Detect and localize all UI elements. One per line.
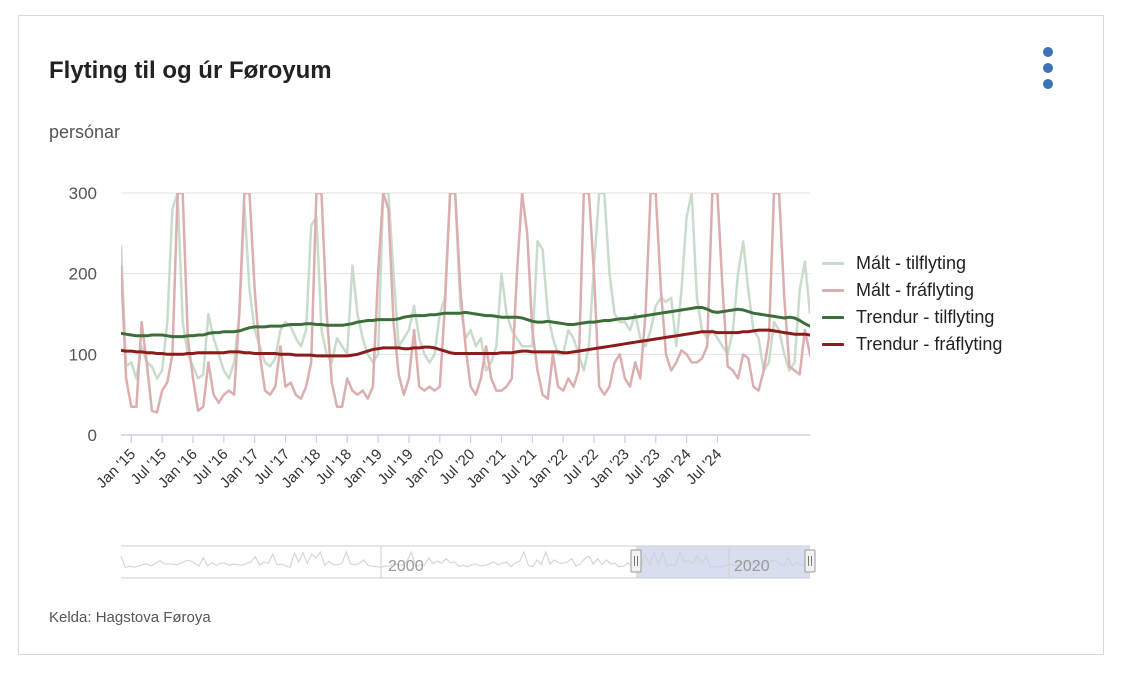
x-tick-label: Jul '24 <box>683 446 725 488</box>
series-trendur-tilflyting[interactable] <box>121 306 892 342</box>
legend-label: Trendur - tilflyting <box>856 307 995 327</box>
legend-label: Trendur - fráflyting <box>856 334 1003 354</box>
drag-handle-icon[interactable] <box>630 549 642 573</box>
legend-item[interactable]: Trendur - fráflyting <box>822 331 1002 358</box>
x-tick-label: Jan '15 <box>93 446 139 492</box>
legend-item[interactable]: Trendur - tilflyting <box>822 304 1002 331</box>
drag-handle-icon[interactable] <box>804 549 816 573</box>
y-axis-label: persónar <box>49 122 121 142</box>
navigator-selection[interactable] <box>636 546 810 578</box>
legend-item[interactable]: Mált - tilflyting <box>822 250 1002 277</box>
legend-swatch <box>822 343 844 346</box>
menu-dot <box>1043 47 1053 57</box>
legend-swatch <box>822 316 844 319</box>
y-tick-label: 200 <box>69 265 97 284</box>
y-axis: 0 100 200 300 <box>69 184 97 445</box>
legend-label: Mált - tilflyting <box>856 253 967 273</box>
legend-item[interactable]: Mált - fráflyting <box>822 277 1002 304</box>
series-malt-fraflyting[interactable] <box>121 193 841 414</box>
menu-dot <box>1043 63 1053 73</box>
navigator-year-label: 2000 <box>388 558 424 575</box>
series-trendur-fraflyting[interactable] <box>121 328 872 358</box>
legend: Mált - tilflyting Mált - fráflyting Trendu… <box>822 250 1002 358</box>
legend-label: Mált - fráflyting <box>856 280 975 300</box>
y-tick-label: 0 <box>88 426 97 445</box>
y-tick-label: 300 <box>69 184 97 203</box>
legend-swatch <box>822 289 844 292</box>
range-navigator[interactable]: 2000 2020 <box>120 545 816 579</box>
chart-title: Flyting til og úr Føroyum <box>49 57 332 84</box>
series-layer <box>121 193 892 414</box>
legend-swatch <box>822 262 844 265</box>
y-tick-label: 100 <box>69 345 97 364</box>
navigator-year-label: 2020 <box>734 558 770 575</box>
menu-dot <box>1043 79 1053 89</box>
kebab-menu-icon[interactable] <box>1036 44 1060 92</box>
source-credit: Kelda: Hagstova Føroya <box>49 609 211 626</box>
